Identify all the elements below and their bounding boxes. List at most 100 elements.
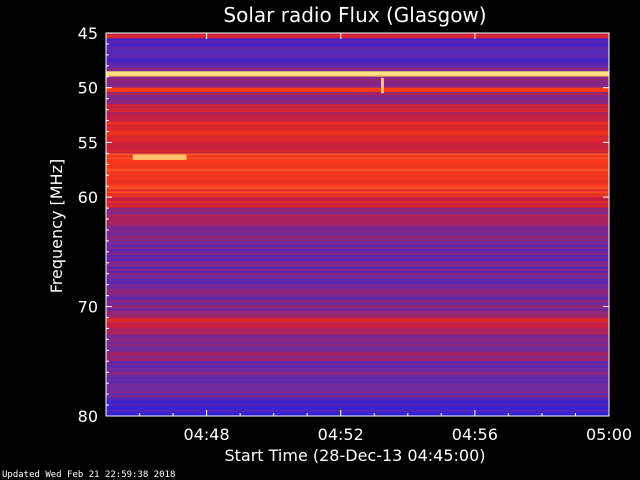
spectrum-band: [106, 230, 609, 233]
updated-timestamp: Updated Wed Feb 21 22:59:38 2018: [2, 470, 175, 480]
spectrum-band: [106, 106, 609, 109]
spectrum-band: [106, 64, 609, 66]
spectrum-band: [106, 409, 609, 412]
spectrum-band: [106, 355, 609, 358]
spectrum-band: [106, 134, 609, 137]
spectrum-band: [106, 212, 609, 215]
spectrum-band: [106, 69, 609, 72]
spectrum-band: [106, 208, 609, 211]
spectrum-band: [106, 333, 609, 336]
spectrum-band: [106, 373, 609, 376]
spectrum-band: [106, 102, 609, 105]
spectrum-band: [106, 274, 609, 277]
spectrum-band: [106, 130, 609, 133]
spectrum-band: [106, 381, 609, 384]
spectrum-band: [106, 90, 609, 93]
chart-title: Solar radio Flux (Glasgow): [223, 3, 486, 27]
spectrum-band: [106, 114, 609, 117]
spectrum-band: [106, 50, 609, 53]
spectrum-band: [106, 288, 609, 291]
spectrum-band: [106, 238, 609, 241]
spectrum-band: [106, 317, 609, 320]
spectrum-band: [106, 187, 609, 190]
x-tick-label: 04:48: [184, 425, 230, 444]
y-tick-label: 60: [78, 188, 98, 207]
spectrum-band: [106, 393, 609, 396]
spectrum-band: [106, 218, 609, 221]
spectrum-band: [106, 260, 609, 263]
spectrum-band: [106, 302, 609, 305]
spectrum-band: [106, 169, 609, 172]
x-tick-label: 04:52: [318, 425, 364, 444]
spectrum-band: [106, 54, 609, 57]
spectrum-band: [106, 367, 609, 370]
spectrum-band: [106, 181, 609, 184]
spectrum-band: [106, 78, 609, 81]
spectrum-band: [106, 82, 609, 85]
spectrum-band: [106, 161, 609, 164]
spectrum-band: [106, 195, 609, 198]
spectrum-band: [106, 252, 609, 255]
spectrum-band: [106, 363, 609, 366]
spectrum-band: [106, 38, 609, 41]
spectrum-band: [106, 359, 609, 362]
spectrum-band: [106, 310, 609, 313]
spectrum-band: [106, 214, 609, 217]
spectrum-band: [106, 246, 609, 249]
x-axis-title: Start Time (28-Dec-13 04:45:00): [224, 446, 485, 465]
spectrum-band: [106, 401, 609, 404]
spectrum-band: [106, 290, 609, 293]
radio-burst: [380, 77, 384, 94]
spectrum-band: [106, 347, 609, 350]
spectrum-band: [106, 357, 609, 360]
spectrum-band: [106, 337, 609, 340]
spectrum-band: [106, 240, 609, 241]
y-tick-label: 50: [78, 79, 98, 98]
spectrum-band: [106, 339, 609, 342]
spectrum-band: [106, 371, 609, 374]
spectrum-band: [106, 240, 609, 243]
spectrum-band: [106, 262, 609, 265]
spectrum-band: [106, 365, 609, 368]
spectrum-band: [106, 250, 609, 253]
spectrum-band: [106, 278, 609, 281]
spectrum-band: [106, 173, 609, 176]
spectrum-band: [106, 308, 609, 311]
spectrum-band: [106, 387, 609, 390]
spectrum-band: [106, 294, 609, 297]
spectrum-band: [106, 377, 609, 380]
spectrum-band: [106, 116, 609, 119]
spectrum-band: [106, 216, 609, 219]
spectrum-band: [106, 300, 609, 303]
x-tick-label: 05:00: [586, 425, 632, 444]
x-axis: 04:48 04:52 04:56 05:00: [139, 33, 632, 444]
spectrum-band: [106, 153, 609, 156]
spectrum-band: [106, 175, 609, 178]
spectrum-band: [106, 205, 609, 208]
spectrum-band: [106, 292, 609, 295]
spectrum-band: [106, 411, 609, 414]
radio-burst: [132, 154, 187, 160]
spectrum-band: [106, 224, 609, 227]
spectrum-band: [106, 76, 609, 79]
spectrum-band: [106, 110, 609, 113]
spectrum-band: [106, 197, 609, 200]
y-tick-label: 80: [78, 407, 98, 426]
spectrum-band: [106, 312, 609, 315]
spectrum-band: [106, 62, 609, 65]
spectrum-band: [106, 327, 609, 330]
spectrum-band: [106, 268, 609, 271]
spectrum-band: [106, 183, 609, 186]
spectrum-band: [106, 236, 609, 239]
spectrum-band: [106, 35, 609, 37]
spectrum-band: [106, 413, 609, 416]
spectrum-band: [106, 48, 609, 51]
spectrum-band: [106, 118, 609, 121]
spectrum-band: [106, 163, 609, 166]
x-tick-label: 04:56: [452, 425, 498, 444]
spectrum-band: [106, 405, 609, 408]
spectrum-band: [106, 165, 609, 168]
y-tick-label: 45: [78, 24, 98, 43]
spectrum-band: [106, 232, 609, 235]
spectrum-band: [106, 258, 609, 261]
